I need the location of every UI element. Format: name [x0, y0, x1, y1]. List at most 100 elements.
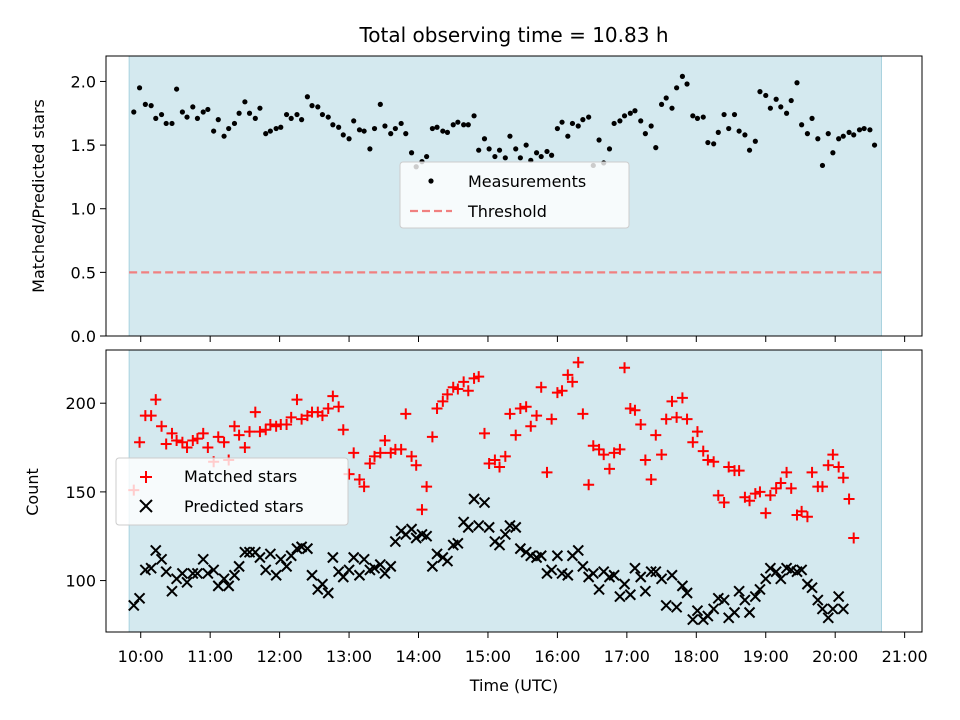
measurement-point [450, 122, 456, 128]
measurement-point [184, 114, 190, 120]
bottom-axes: 100 150 200 10:00 11:00 12:00 13:00 14:00 15:00 1… [65, 394, 927, 666]
y-tick-label: 200 [65, 394, 96, 413]
measurement-point [267, 128, 273, 134]
top-y-axis-label: Matched/Predicted stars [29, 99, 48, 293]
measurement-point [131, 109, 137, 115]
measurement-point [746, 147, 753, 153]
matched-star-point [744, 495, 756, 507]
matched-star-point [441, 388, 453, 400]
predicted-star-point [822, 612, 834, 624]
predicted-star-point [514, 542, 527, 555]
measurement-point [471, 113, 477, 119]
measurement-point [648, 123, 654, 129]
measurement-point [336, 124, 342, 130]
measurement-point [388, 131, 394, 137]
predicted-star-point [452, 537, 464, 550]
predicted-star-point [483, 521, 495, 534]
matched-star-point [525, 420, 537, 432]
predicted-star-point [645, 565, 657, 578]
x-tick-label: 21:00 [882, 647, 928, 666]
measurement-point [674, 85, 680, 91]
legend-predicted-marker [139, 499, 153, 513]
matched-star-point [781, 466, 793, 478]
matched-star-point [583, 479, 595, 491]
measurement-point [278, 124, 284, 130]
matched-star-point [327, 390, 339, 402]
predicted-star-point [624, 589, 637, 601]
matched-star-point [656, 449, 668, 461]
measurement-point [257, 105, 263, 111]
predicted-star-point [551, 550, 564, 562]
matched-star-point [556, 385, 568, 397]
measurement-point [226, 125, 232, 132]
matched-star-point [197, 427, 209, 439]
predicted-star-point [374, 558, 387, 571]
matched-star-point [531, 410, 543, 422]
matched-star-point [598, 449, 610, 461]
measurement-point [778, 104, 784, 110]
matched-star-point [603, 463, 615, 475]
matched-star-point [520, 401, 532, 413]
predicted-star-point [666, 569, 678, 581]
matched-star-point [322, 403, 334, 415]
measurement-point [288, 115, 294, 121]
measurement-point [496, 147, 503, 153]
top-panel-frame [105, 55, 923, 337]
x-tick-label: 13:00 [326, 647, 372, 666]
predicted-star-point [472, 519, 485, 532]
predicted-star-point [691, 605, 704, 617]
matched-star-point [629, 404, 641, 416]
y-tick-label: 0.0 [71, 327, 96, 346]
matched-star-point [587, 440, 599, 452]
measurement-point [502, 155, 508, 161]
predicted-star-point [687, 613, 699, 626]
matched-star-point [316, 410, 328, 422]
measurement-point [142, 101, 148, 107]
matched-star-point [577, 408, 589, 420]
matched-star-point [244, 426, 256, 438]
matched-star-point [796, 505, 808, 517]
measurement-point [434, 124, 440, 130]
measurement-point [783, 110, 790, 116]
x-tick-label: 18:00 [673, 647, 719, 666]
x-tick-label: 12:00 [257, 647, 303, 666]
measurement-point [367, 146, 373, 152]
measurement-point [763, 92, 769, 99]
predicted-star-point [754, 583, 766, 596]
predicted-star-point [770, 565, 782, 578]
measurement-point [246, 110, 253, 116]
predicted-star-point [618, 578, 631, 590]
measurement-point [377, 101, 383, 107]
predicted-star-point [176, 567, 189, 580]
matched-star-point [833, 461, 845, 473]
predicted-star-point [145, 562, 157, 574]
matched-star-point [478, 427, 490, 439]
matched-star-point [353, 473, 365, 485]
predicted-star-point [353, 569, 366, 581]
y-tick-label: 150 [65, 483, 96, 502]
matched-star-point [733, 465, 745, 477]
predicted-star-point [832, 590, 845, 603]
bottom-panel: 100 150 200 10:00 11:00 12:00 13:00 14:00 15:00 1… [23, 349, 928, 695]
predicted-star-point [187, 567, 199, 580]
measurement-point [752, 138, 758, 144]
matched-star-point [473, 371, 485, 383]
measurement-point [586, 114, 592, 120]
y-tick-label: 100 [65, 572, 96, 591]
matched-star-point [281, 418, 293, 430]
measurement-point [465, 122, 471, 128]
predicted-star-point [827, 603, 839, 615]
measurement-point [840, 133, 846, 139]
legend-predicted-label: Predicted stars [184, 497, 304, 516]
x-axis-label: Time (UTC) [469, 676, 558, 695]
matched-star-point [510, 429, 522, 441]
matched-star-point [145, 410, 157, 422]
matched-star-point [681, 413, 693, 425]
measurement-point [861, 125, 867, 132]
measurement-point [174, 86, 180, 92]
matched-star-point [697, 445, 709, 457]
predicted-star-point [728, 606, 741, 619]
measurement-point [205, 106, 211, 113]
bottom-panel-frame [105, 349, 923, 633]
predicted-star-point [681, 587, 693, 599]
